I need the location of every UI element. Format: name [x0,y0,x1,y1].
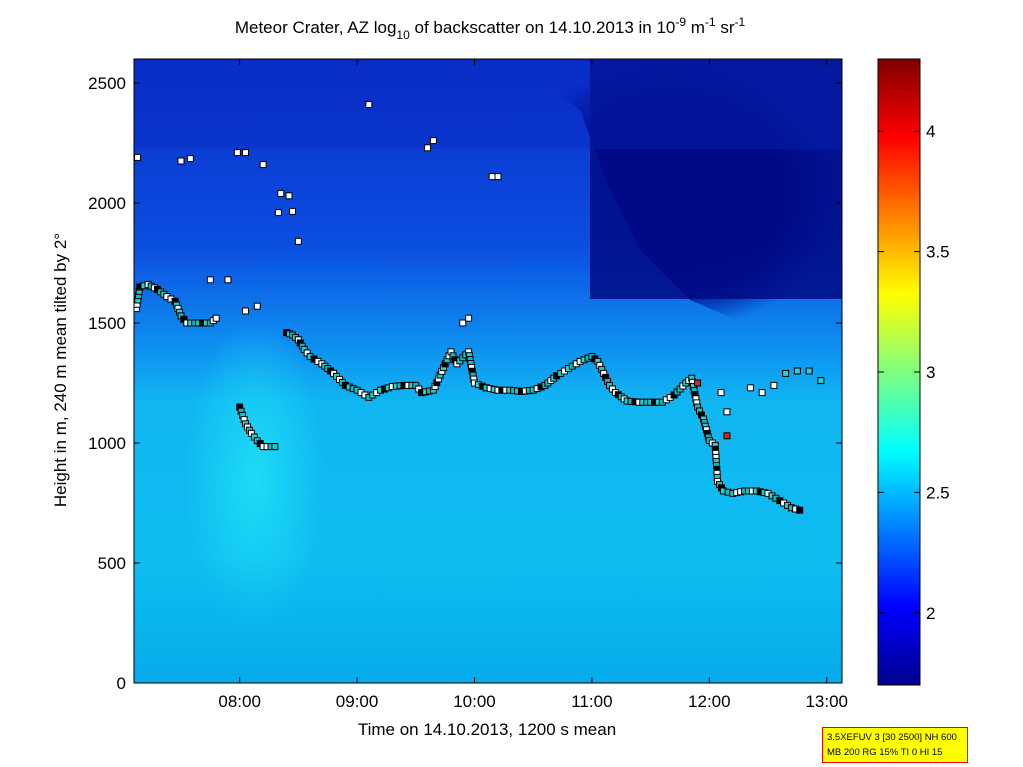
colorbar-tick-label: 2.5 [926,483,950,502]
info-box-line-2: MB 200 RG 15% TI 0 HI 15 [827,747,943,758]
x-tick-label: 11:00 [571,692,612,711]
x-tick-label: 12:00 [688,692,731,711]
upper-layer-point [242,307,250,315]
upper-layer-point [259,161,267,169]
upper-layer-point [289,207,297,215]
upper-layer-point [459,319,467,327]
y-tick-label: 1500 [88,314,126,333]
heatmap-dark-core [590,59,842,299]
y-axis-label: Height in m, 240 m mean tilted by 2° [51,233,70,507]
plot-frame [133,58,843,684]
layer-point [271,443,279,451]
upper-layer-point [793,367,801,375]
x-tick-label: 10:00 [453,692,496,711]
upper-layer-point [429,137,437,145]
y-tick-label: 0 [117,674,126,693]
upper-layer-point [277,189,285,197]
upper-layer-point [465,314,473,322]
high-backscatter-point [723,432,731,440]
layer-point [212,314,220,322]
upper-layer-point [782,369,790,377]
y-tick-label: 500 [98,554,126,573]
colorbar-tick-label: 3.5 [926,243,950,262]
upper-layer-point [253,302,261,310]
x-axis: 08:00 09:00 10:00 11:00 12:00 13:00 [218,59,848,711]
heatmap-surface-band [134,560,842,683]
high-backscatter-point [694,379,702,387]
upper-layer-point [746,384,754,392]
upper-layer-point [285,192,293,200]
x-tick-label: 08:00 [218,692,261,711]
upper-layer-point [494,173,502,181]
upper-layer-point [770,381,778,389]
layer-points [134,101,825,514]
y-tick-label: 2000 [88,194,126,213]
upper-layer-point [488,173,496,181]
colorbar-tick-label: 2 [926,604,935,623]
colorbar-scale [878,59,920,685]
heatmap-field [134,59,842,683]
x-tick-label: 09:00 [336,692,379,711]
upper-layer-point [274,209,282,217]
y-axis: 0 500 1000 1500 2000 2500 [88,74,842,693]
y-tick-label: 2500 [88,74,126,93]
upper-layer-point [233,149,241,157]
upper-layer-point [717,389,725,397]
upper-layer-point [817,377,825,385]
upper-layer-point [177,157,185,165]
heatmap-upper-band [134,59,842,149]
upper-layer-point [365,101,373,109]
upper-layer-point [186,155,194,163]
upper-layer-point [723,408,731,416]
x-axis-label: Time on 14.10.2013, 1200 s mean [358,720,616,739]
upper-layer-point [242,149,250,157]
layer-point [796,506,804,514]
upper-layer-point [134,153,142,161]
x-tick-label: 13:00 [805,692,848,711]
colorbar-tick-label: 4 [926,122,935,141]
info-box-line-1: 3.5XEFUV 3 [30 2500] NH 600 [827,732,957,743]
upper-layer-point [758,389,766,397]
upper-layer-point [206,276,214,284]
chart-title: Meteor Crater, AZ log10 of backscatter o… [235,15,746,42]
upper-layer-point [424,144,432,152]
upper-layer-point [805,367,813,375]
info-box: 3.5XEFUV 3 [30 2500] NH 600 MB 200 RG 15… [822,727,968,763]
colorbar-axis: 2 2.5 3 3.5 4 [878,122,950,623]
upper-layer-point [294,237,302,245]
y-tick-label: 1000 [88,434,126,453]
colorbar-tick-label: 3 [926,363,935,382]
upper-layer-point [224,276,232,284]
